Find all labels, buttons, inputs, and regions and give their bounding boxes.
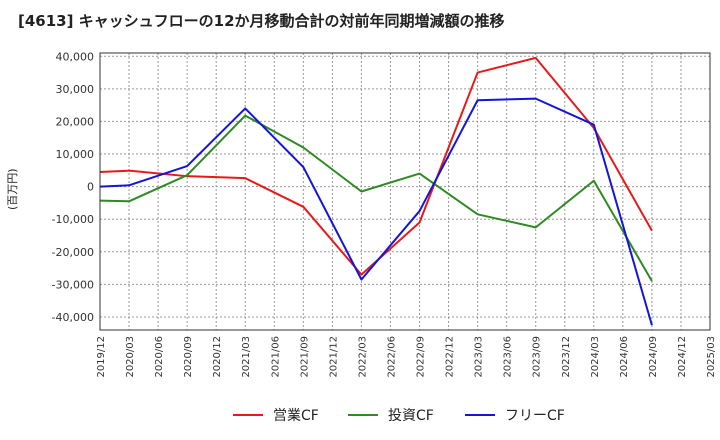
x-tick-label: 2020/09 bbox=[183, 336, 194, 378]
x-tick-label: 2020/12 bbox=[212, 336, 223, 378]
x-tick-label: 2020/03 bbox=[125, 336, 136, 378]
x-tick-label: 2021/03 bbox=[241, 336, 252, 378]
x-tick-label: 2021/09 bbox=[299, 336, 310, 378]
x-tick-label: 2025/03 bbox=[706, 336, 717, 378]
x-tick-label: 2022/09 bbox=[416, 336, 427, 378]
legend: 営業CF 投資CF フリーCF bbox=[233, 408, 565, 424]
x-tick-label: 2023/06 bbox=[503, 336, 514, 378]
x-tick-label: 2023/12 bbox=[561, 336, 572, 378]
series-lines bbox=[99, 56, 653, 326]
y-tick-label: -10,000 bbox=[52, 213, 94, 226]
legend-label: 営業CF bbox=[273, 408, 319, 424]
x-tick-label: 2023/09 bbox=[532, 336, 543, 378]
x-tick-label: 2019/12 bbox=[96, 336, 107, 378]
x-tick-label: 2024/12 bbox=[677, 336, 688, 378]
x-tick-label: 2024/03 bbox=[590, 336, 601, 378]
x-tick-label: 2024/09 bbox=[648, 336, 659, 378]
y-axis-ticks: 40,000 30,000 20,000 10,000 0 -10,000 -20,000 -… bbox=[52, 50, 94, 324]
x-tick-label: 2021/12 bbox=[328, 336, 339, 378]
y-tick-label: -20,000 bbox=[52, 246, 94, 259]
chart-title: [4613] キャッシュフローの12か月移動合計の対前年同期増減額の推移 bbox=[18, 12, 505, 30]
y-tick-label: 30,000 bbox=[56, 83, 95, 96]
y-tick-label: -40,000 bbox=[52, 311, 94, 324]
x-axis-ticks: 2019/12 2020/03 2020/06 2020/09 2020/12 2021/… bbox=[96, 336, 717, 378]
legend-label: フリーCF bbox=[505, 408, 565, 424]
y-tick-label: 20,000 bbox=[56, 115, 95, 128]
x-tick-label: 2022/06 bbox=[386, 336, 397, 378]
x-tick-label: 2022/03 bbox=[357, 336, 368, 378]
x-tick-label: 2023/03 bbox=[474, 336, 485, 378]
series-line-2 bbox=[99, 97, 653, 326]
series-line-1 bbox=[99, 114, 653, 282]
legend-label: 投資CF bbox=[388, 408, 434, 424]
x-tick-label: 2021/06 bbox=[270, 336, 281, 378]
y-tick-label: 40,000 bbox=[56, 50, 95, 63]
y-tick-label: 0 bbox=[87, 181, 94, 194]
plot-area bbox=[99, 52, 711, 331]
y-tick-label: -30,000 bbox=[52, 278, 94, 291]
series-line-0 bbox=[99, 56, 653, 276]
x-tick-label: 2020/06 bbox=[154, 336, 165, 378]
x-tick-label: 2024/06 bbox=[619, 336, 630, 378]
grid bbox=[99, 53, 711, 330]
x-tick-label: 2022/12 bbox=[445, 336, 456, 378]
y-tick-label: 10,000 bbox=[56, 148, 95, 161]
